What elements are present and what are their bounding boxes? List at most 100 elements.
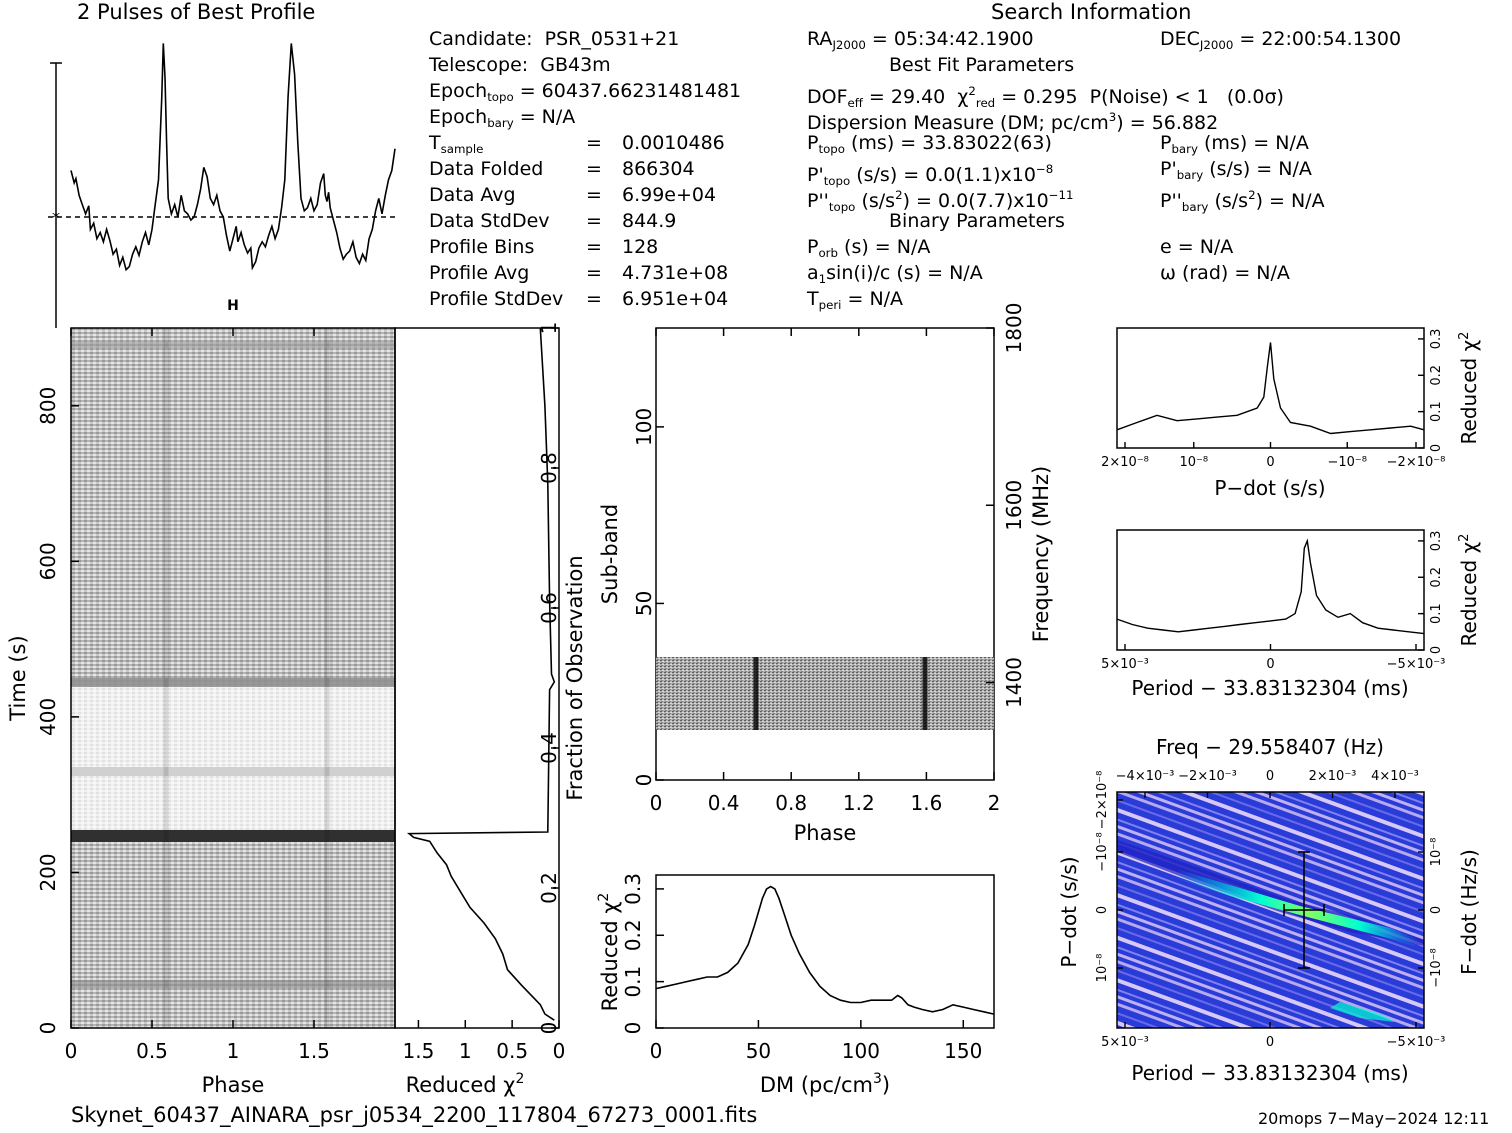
pp-ytick-label: 10⁻⁸ — [1095, 954, 1110, 983]
time-phase-panel: 0 0.5 1 1.5 0 200 400 600 800 Phase Time (s) — [6, 327, 396, 1097]
profile-title: 2 Pulses of Best Profile — [77, 0, 316, 24]
time-chi2-panel: 1.5 1 0.5 0 0 0.2 0.4 0.6 0.8 1 Reduced χ2 Fract… — [394, 322, 587, 1097]
tp-xtick-label: 1 — [227, 1039, 240, 1063]
pp-toptick-label: 2×10⁻³ — [1309, 769, 1357, 784]
small-xtick-label: −2×10⁻⁸ — [1387, 455, 1446, 470]
fp-ytick-label: 50 — [632, 591, 656, 616]
time-phase-bright-row — [71, 678, 395, 687]
pp-ytick-label: −2×10⁻⁸ — [1095, 771, 1110, 830]
fp-xtick-label: 0.8 — [775, 791, 807, 815]
search-info-title: Search Information — [991, 0, 1192, 24]
dm-chi2-panel: 0 50 100 150 0 0.1 0.2 0.3 DM (pc/cm3) Reduced… — [596, 873, 995, 1097]
frequency-axis-ticks: 1400 1600 1800 — [986, 303, 1026, 708]
small-ytick-label: 0.3 — [1429, 531, 1444, 552]
pdot-ylabel: Reduced χ2 — [1457, 332, 1481, 445]
period-pdot-right-ticks: −10⁻⁸ 0 10⁻⁸ — [1418, 838, 1444, 988]
pp-rtick-label: 0 — [1429, 906, 1444, 914]
tchi-xtick-label: 0 — [553, 1039, 566, 1063]
period-pdot-panel: Freq − 29.558407 (Hz) 5×10⁻³ 0 −5×10⁻³ −4×… — [1057, 735, 1481, 1085]
data-stddev-row: Data StdDev = 844.9 — [429, 210, 677, 232]
time-phase-ylabel: Time (s) — [6, 635, 30, 721]
fp-xtick-label: 1.2 — [843, 791, 875, 815]
ra-row: RAJ2000 = 05:34:42.1900 — [807, 28, 1034, 52]
period-ylabel: Reduced χ2 — [1457, 534, 1481, 647]
freq-tick-label: 1800 — [1002, 303, 1026, 354]
epoch-bary-row: Epochbary = N/A — [429, 106, 576, 130]
profile-mean-marker: * — [52, 208, 60, 227]
pp-ytick-label: 0 — [1095, 906, 1110, 914]
dof-row: DOFeff = 29.40 χ2red = 0.295 P(Noise) < … — [807, 84, 1284, 110]
tsample-row: Tsample = 0.0010486 — [429, 132, 725, 156]
small-xtick-label: −10⁻⁸ — [1327, 455, 1367, 470]
profile-avg-row: Profile Avg = 4.731e+08 — [429, 262, 729, 284]
dm-ytick-label: 0 — [621, 1022, 645, 1035]
dm-xtick-label: 100 — [842, 1039, 880, 1063]
time-chi2-curve — [406, 327, 556, 1021]
pdot-xlabel: P−dot (s/s) — [1214, 476, 1325, 500]
omega-row: ω (rad) = N/A — [1160, 262, 1290, 284]
dm-xtick-label: 150 — [944, 1039, 982, 1063]
profile-bins-row: Profile Bins = 128 — [429, 236, 659, 258]
fp-xtick-label: 2 — [988, 791, 1001, 815]
time-chi2-x-ticks: 1.5 1 0.5 0 — [403, 1020, 566, 1063]
period-x-ticks: 5×10⁻³ 0 −5×10⁻³ — [1101, 644, 1445, 672]
small-ytick-label: 0 — [1429, 646, 1444, 654]
period-pdot-y-ticks: 10⁻⁸ 0 −10⁻⁸ −2×10⁻⁸ — [1095, 771, 1123, 983]
frequency-axis-label: Frequency (MHz) — [1029, 466, 1053, 642]
freq-phase-y-ticks: 0 50 100 — [632, 408, 664, 787]
small-ytick-label: 0.3 — [1429, 329, 1444, 350]
small-ytick-label: 0.2 — [1429, 365, 1444, 386]
pbary-row: Pbary (ms) = N/A — [1160, 132, 1309, 156]
time-phase-x-ticks: 0 0.5 1 1.5 — [65, 328, 330, 1063]
freq-tick-label: 1400 — [1002, 657, 1026, 708]
dm-y-ticks: 0 0.1 0.2 0.3 — [621, 873, 664, 1034]
freq-phase-xlabel: Phase — [794, 821, 857, 845]
period-pdot-hotspot — [1330, 1002, 1395, 1022]
period-pdot-x-ticks: 5×10⁻³ 0 −5×10⁻³ — [1101, 1022, 1445, 1050]
fp-ytick-label: 0 — [632, 774, 656, 787]
eccentricity-row: e = N/A — [1160, 236, 1234, 258]
a1-row: a1sin(i)/c (s) = N/A — [807, 262, 983, 286]
period-xlabel: Period − 33.83132304 (ms) — [1131, 676, 1408, 700]
pdot-x-ticks: 2×10⁻⁸ 10⁻⁸ 0 −10⁻⁸ −2×10⁻⁸ — [1101, 442, 1445, 470]
profile-stddev-row: Profile StdDev = 6.951e+04 — [429, 288, 729, 310]
small-ytick-label: 0.2 — [1429, 567, 1444, 588]
period-pdot-ylabel: P−dot (s/s) — [1057, 856, 1081, 967]
time-phase-dark-row — [71, 830, 395, 842]
small-ytick-label: 0.1 — [1429, 401, 1444, 422]
timestamp-footer: 20mops 7−May−2024 12:11 — [1258, 1109, 1490, 1128]
tp-ytick-label: 400 — [36, 698, 60, 736]
freq-phase-panel: 0 0.4 0.8 1.2 1.6 2 0 50 100 1400 1600 1800 Phase… — [598, 303, 1053, 845]
fdot-label: F−dot (Hz/s) — [1457, 849, 1481, 975]
profile-resolution-marker: H — [227, 298, 239, 314]
dm-ytick-label: 0.3 — [621, 873, 645, 905]
time-phase-faint-band — [71, 685, 395, 830]
time-phase-y-ticks: 0 200 400 600 800 — [36, 387, 79, 1034]
pdot-chi2-panel: 2×10⁻⁸ 10⁻⁸ 0 −10⁻⁸ −2×10⁻⁸ 0 0.1 0.2 0.3 P−dot… — [1101, 327, 1481, 500]
frac-tick-label: 0 — [537, 1022, 561, 1035]
time-chi2-xlabel: Reduced χ2 — [406, 1071, 525, 1097]
fp-xtick-label: 0 — [650, 791, 663, 815]
dm-ytick-label: 0.2 — [621, 919, 645, 951]
pp-rtick-label: 10⁻⁸ — [1429, 838, 1444, 867]
data-folded-row: Data Folded = 866304 — [429, 158, 695, 180]
period-chi2-panel: 5×10⁻³ 0 −5×10⁻³ 0 0.1 0.2 0.3 Period − 33.83… — [1101, 529, 1481, 700]
dec-row: DECJ2000 = 22:00:54.1300 — [1160, 28, 1402, 52]
small-xtick-label: 10⁻⁸ — [1179, 455, 1208, 470]
dm-xlabel: DM (pc/cm3) — [760, 1071, 890, 1097]
info-column-3: DECJ2000 = 22:00:54.1300 Pbary (ms) = N/… — [1160, 26, 1401, 286]
subband-data-band — [656, 657, 994, 730]
pdtopo-row: P'topo (s/s) = 0.0(1.1)x10−8 — [807, 162, 1054, 188]
small-xtick-label: 5×10⁻³ — [1101, 657, 1149, 672]
fp-ytick-label: 100 — [632, 408, 656, 446]
dm-xtick-label: 0 — [650, 1039, 663, 1063]
period-pdot-hotspot — [1175, 870, 1420, 946]
pddbary-row: P''bary (s/s2) = N/A — [1160, 188, 1325, 214]
profile-curve — [70, 43, 396, 272]
tperi-row: Tperi = N/A — [807, 288, 904, 312]
freq-phase-ylabel: Sub-band — [598, 504, 622, 604]
telescope-row: Telescope: GB43m — [429, 54, 611, 76]
pp-xtick-label: 5×10⁻³ — [1101, 1035, 1149, 1050]
tchi-xtick-label: 1 — [459, 1039, 472, 1063]
